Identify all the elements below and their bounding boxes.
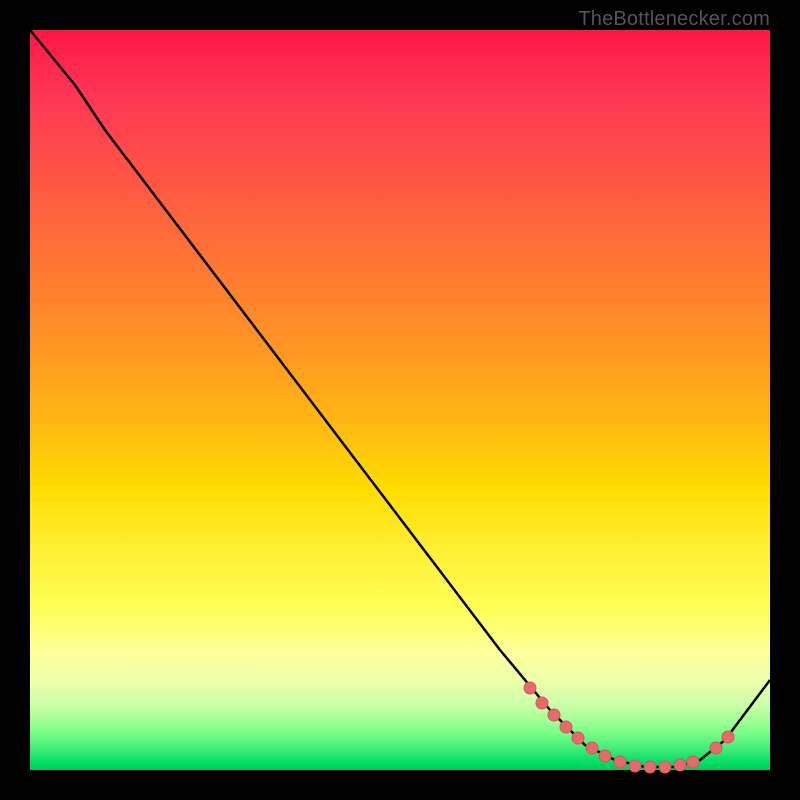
curve-marker [629, 760, 641, 772]
bottleneck-curve-line [30, 30, 770, 767]
curve-overlay-svg [30, 30, 770, 770]
curve-marker [644, 761, 656, 773]
curve-marker [687, 756, 699, 768]
curve-marker [674, 759, 686, 771]
curve-marker [599, 750, 611, 762]
chart-plot-area [30, 30, 770, 770]
curve-marker [614, 756, 626, 768]
curve-marker [524, 682, 536, 694]
curve-marker [560, 721, 572, 733]
curve-marker [572, 732, 584, 744]
curve-marker [586, 742, 598, 754]
curve-marker [722, 731, 734, 743]
curve-marker [710, 742, 722, 754]
attribution-text: TheBottlenecker.com [578, 8, 770, 31]
curve-marker [659, 761, 671, 773]
curve-marker [548, 709, 560, 721]
curve-marker [536, 697, 548, 709]
